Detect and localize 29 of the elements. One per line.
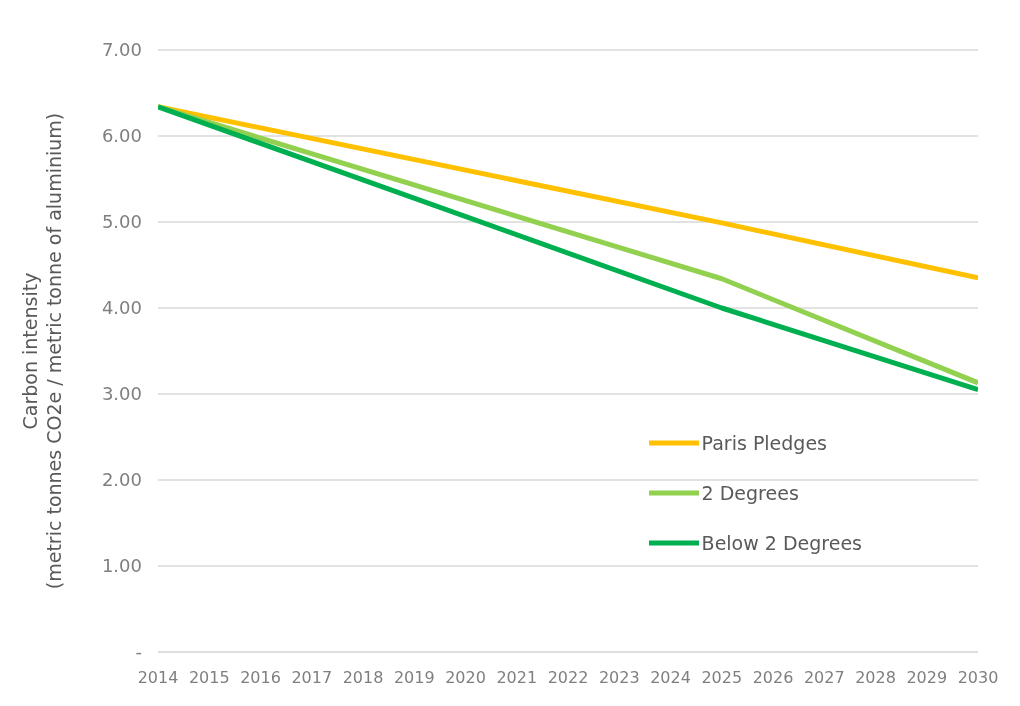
legend-label: 2 Degrees — [701, 482, 799, 504]
x-tick-label: 2018 — [342, 668, 384, 688]
y-tick-label: 5.00 — [101, 211, 142, 233]
x-tick-label: 2019 — [393, 668, 435, 688]
x-tick-label: 2014 — [137, 668, 179, 688]
x-tick-label: 2024 — [650, 668, 691, 688]
x-tick-label: 2026 — [752, 668, 794, 688]
x-tick-label: 2017 — [291, 668, 333, 688]
y-tick-label: 6.00 — [101, 125, 142, 147]
y-tick-label: 2.00 — [101, 469, 142, 491]
x-tick-label: 2027 — [803, 668, 845, 688]
x-tick-label: 2022 — [547, 668, 589, 688]
y-tick-label: 7.00 — [101, 39, 142, 61]
x-tick-label: 2015 — [188, 668, 230, 688]
y-tick-label: 4.00 — [101, 297, 142, 319]
x-tick-label: 2028 — [855, 668, 896, 688]
x-tick-label: 2016 — [240, 668, 281, 688]
y-tick-label: 1.00 — [101, 555, 142, 577]
y-tick-label: - — [135, 641, 142, 663]
legend-label: Below 2 Degrees — [701, 532, 862, 554]
x-tick-label: 2020 — [445, 668, 486, 688]
x-tick-label: 2023 — [598, 668, 640, 688]
y-tick-label: 3.00 — [101, 383, 142, 405]
x-tick-label: 2029 — [906, 668, 948, 688]
legend-label: Paris Pledges — [701, 432, 828, 454]
y-axis-title: Carbon intensity (metric tonnes CO2e / metric tonne of aluminium) — [19, 112, 65, 590]
x-tick-label: 2030 — [957, 668, 999, 688]
x-tick-label: 2021 — [496, 668, 538, 688]
x-tick-label: 2025 — [701, 668, 743, 688]
